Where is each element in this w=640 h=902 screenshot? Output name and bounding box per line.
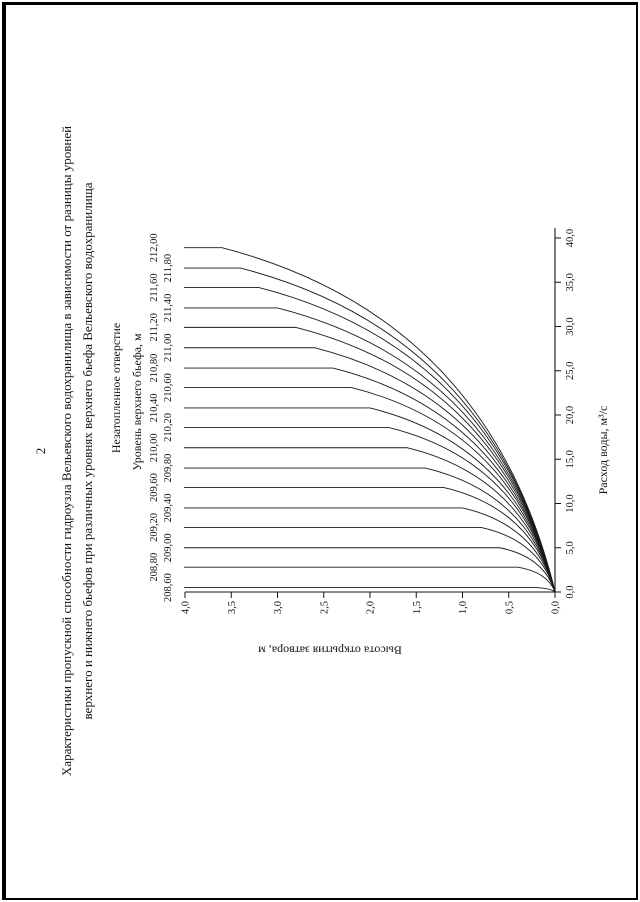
series-label: 209,40: [163, 493, 174, 522]
series-label: 210,40: [149, 393, 160, 422]
series-label: 209,80: [163, 454, 174, 483]
series-curve: [184, 267, 556, 593]
y-tick-label: 0,0: [551, 601, 562, 614]
x-tick-label: 20,0: [565, 406, 576, 424]
x-tick-label: 15,0: [565, 450, 576, 468]
series-label: 211,60: [149, 273, 160, 302]
x-tick-label: 10,0: [565, 494, 576, 512]
x-tick-label: 40,0: [565, 229, 576, 247]
series-label: 211,00: [163, 333, 174, 362]
series-label: 211,80: [163, 254, 174, 283]
y-tick-label: 1,5: [412, 601, 423, 614]
y-tick-label: 3,0: [273, 601, 284, 614]
series-curve: [184, 387, 556, 593]
series-label: 211,20: [149, 313, 160, 342]
series-label: 210,20: [163, 413, 174, 442]
series-curve: [184, 467, 556, 593]
x-tick-label: 5,0: [565, 541, 576, 554]
series-label: 208,60: [163, 573, 174, 602]
series-curve: [184, 287, 556, 593]
x-tick-label: 0,0: [565, 585, 576, 598]
series-curve: [184, 566, 556, 593]
y-tick-label: 1,0: [458, 601, 469, 614]
series-label: 208,80: [149, 553, 160, 582]
series-curve: [184, 367, 556, 593]
series-curve: [184, 487, 556, 593]
series-label: 211,40: [163, 294, 174, 323]
series-curve: [184, 547, 556, 593]
series-curve: [184, 247, 556, 593]
y-tick-label: 4,0: [181, 601, 192, 614]
y-axis-title: Высота открытия затвора, м: [258, 643, 402, 658]
series-label: 210,80: [149, 354, 160, 383]
series-label: 209,00: [163, 533, 174, 562]
y-tick-label: 0,5: [504, 601, 515, 614]
x-tick-label: 35,0: [565, 273, 576, 291]
y-tick-label: 2,0: [366, 601, 377, 614]
series-curve: [184, 407, 556, 593]
series-label: 209,60: [149, 473, 160, 502]
x-tick-label: 25,0: [565, 362, 576, 380]
x-axis-title: Расход воды, м³/с: [596, 405, 610, 495]
series-label: 210,00: [149, 433, 160, 462]
series-curve: [184, 447, 556, 593]
series-curve: [184, 526, 556, 593]
y-tick-label: 2,5: [319, 601, 330, 614]
series-label: 210,60: [163, 373, 174, 402]
series-curve: [184, 587, 556, 593]
series-label: 212,00: [149, 233, 160, 262]
y-tick-label: 3,5: [227, 601, 238, 614]
series-curve: [184, 347, 556, 593]
x-tick-label: 30,0: [565, 317, 576, 335]
series-curve: [184, 507, 556, 593]
axis-lines: [185, 228, 556, 593]
series-label: 209,20: [149, 513, 160, 542]
